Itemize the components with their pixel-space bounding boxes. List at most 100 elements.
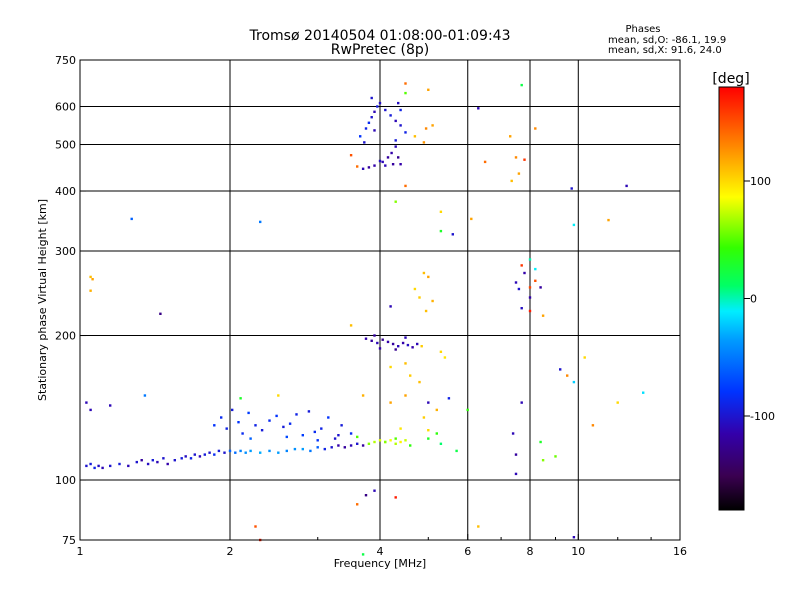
data-point: [361, 444, 365, 447]
data-points: [85, 82, 645, 556]
y-tick-label: 300: [55, 245, 76, 258]
data-point: [642, 391, 645, 394]
data-point: [439, 350, 443, 353]
data-point: [89, 275, 92, 279]
data-point: [241, 432, 244, 435]
data-point: [401, 341, 405, 345]
data-point: [439, 210, 443, 213]
data-point: [349, 432, 353, 435]
data-point: [285, 435, 288, 439]
data-point: [413, 135, 417, 138]
data-point: [277, 451, 280, 454]
data-point: [361, 394, 365, 397]
data-point: [143, 394, 147, 397]
data-point: [89, 289, 92, 292]
data-point: [247, 411, 250, 415]
data-point: [420, 345, 423, 348]
data-point: [373, 110, 376, 113]
data-point: [203, 453, 206, 456]
data-point: [370, 96, 373, 100]
data-point: [389, 305, 392, 308]
data-point: [554, 455, 557, 458]
plot-area: 1 2 4 6 8 10 16 75 100 200 300 400 500 600 750: [55, 54, 687, 558]
data-point: [517, 287, 521, 291]
data-point: [424, 309, 428, 313]
data-point: [293, 447, 297, 451]
data-point: [528, 286, 532, 289]
colorbar-label: [deg]: [712, 71, 749, 87]
data-point: [359, 135, 362, 138]
data-point: [559, 368, 562, 371]
data-point: [384, 108, 387, 112]
x-tick-label: 8: [527, 545, 534, 558]
data-point: [391, 163, 395, 166]
data-point: [320, 427, 323, 430]
data-point: [367, 121, 371, 124]
y-tick-label: 100: [55, 474, 76, 487]
data-point: [422, 271, 426, 275]
data-point: [404, 336, 407, 339]
data-point: [427, 275, 430, 279]
data-point: [514, 281, 518, 284]
data-point: [404, 91, 407, 95]
data-point: [220, 416, 223, 419]
data-point: [156, 460, 159, 464]
data-point: [285, 449, 288, 453]
data-point: [349, 444, 353, 447]
data-point: [381, 160, 384, 164]
chart-subtitle: RwPretec (8p): [331, 42, 429, 58]
data-point: [394, 442, 397, 445]
data-point: [384, 440, 387, 444]
gridlines: [80, 60, 680, 540]
data-point: [151, 459, 154, 462]
data-point: [316, 446, 319, 449]
data-point: [409, 444, 412, 447]
data-point: [295, 413, 298, 416]
data-point: [364, 337, 368, 340]
data-point: [213, 424, 216, 427]
data-point: [528, 296, 532, 299]
data-point: [404, 131, 407, 134]
data-point: [422, 141, 426, 144]
data-point: [208, 451, 211, 454]
data-point: [370, 339, 373, 342]
y-tick-label: 200: [55, 330, 76, 343]
data-point: [370, 116, 373, 119]
data-point: [404, 184, 407, 188]
data-point: [85, 464, 88, 468]
data-point: [367, 166, 371, 169]
data-point: [427, 429, 430, 432]
colorbar-tick-label: 0: [750, 293, 757, 306]
data-point: [431, 299, 434, 303]
data-point: [213, 453, 216, 456]
data-point: [93, 466, 96, 470]
data-point: [566, 374, 569, 377]
data-point: [607, 218, 610, 222]
colorbar-tick-label: -100: [750, 410, 775, 423]
x-axis-label: Frequency [MHz]: [334, 557, 426, 570]
data-point: [455, 449, 458, 453]
data-point: [376, 341, 379, 345]
data-point: [363, 141, 366, 144]
data-point: [237, 421, 240, 424]
colorbar-gradient: [718, 86, 745, 511]
data-point: [198, 455, 202, 458]
data-point: [373, 440, 376, 444]
data-point: [541, 459, 545, 462]
data-point: [394, 200, 397, 203]
data-point: [373, 164, 376, 167]
y-tick-label: 500: [55, 139, 76, 152]
data-point: [520, 83, 523, 87]
data-point: [364, 127, 368, 130]
data-point: [470, 217, 473, 221]
colorbar: [deg] 100 0 -100: [712, 71, 775, 511]
data-point: [523, 271, 526, 275]
x-tick-label: 6: [464, 545, 471, 558]
data-point: [85, 401, 88, 404]
data-point: [259, 451, 262, 454]
data-point: [510, 179, 513, 183]
data-point: [89, 408, 92, 412]
data-point: [135, 460, 138, 464]
data-point: [386, 340, 390, 344]
data-point: [394, 437, 397, 440]
